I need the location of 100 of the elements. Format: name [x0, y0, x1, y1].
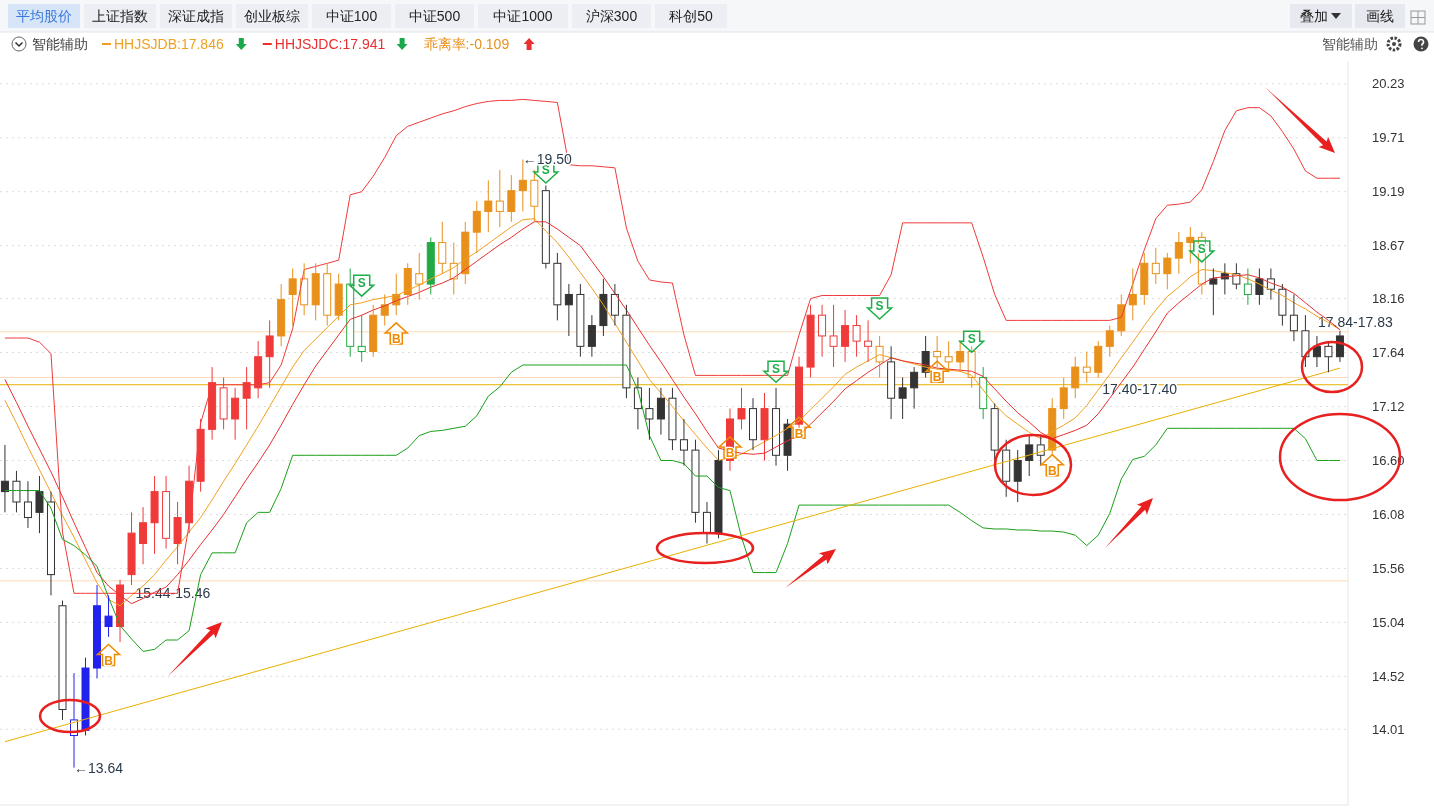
candlestick [311, 262, 320, 321]
candlestick [46, 491, 55, 596]
candlestick [979, 366, 988, 420]
text: 中证100 [325, 7, 378, 24]
text: 中证500 [408, 7, 461, 24]
text: B [1047, 463, 1057, 478]
ref-line-label: 17.40-17.40 [1102, 381, 1178, 398]
candlestick [795, 356, 804, 430]
y-tick-label: 20.23 [1372, 76, 1405, 92]
candlestick [1174, 231, 1183, 275]
text: S [357, 276, 366, 291]
candlestick [1209, 268, 1218, 316]
candlestick [415, 252, 424, 301]
y-tick-label: 15.04 [1372, 614, 1405, 630]
candlestick [541, 184, 550, 269]
candlestick [1255, 268, 1264, 306]
candlestick [403, 262, 412, 306]
candlestick [1082, 351, 1091, 384]
candlestick [1059, 376, 1068, 420]
candlestick [1128, 268, 1137, 321]
candlestick [104, 594, 113, 638]
candlestick [898, 376, 907, 420]
candlestick [1186, 226, 1195, 264]
candlestick [1094, 340, 1103, 378]
y-tick-label: 14.52 [1372, 668, 1405, 684]
candlestick [277, 283, 286, 347]
candlestick [910, 366, 919, 410]
candlestick [656, 387, 665, 436]
annotation: ←13.64 [74, 759, 124, 776]
candlestick [518, 159, 527, 212]
candlestick [219, 376, 228, 430]
candlestick [0, 444, 9, 513]
candlestick [691, 439, 700, 524]
candlestick [323, 262, 332, 327]
candlestick [334, 273, 343, 321]
y-tick-label: 19.19 [1372, 184, 1405, 200]
candlestick [93, 584, 102, 679]
candlestick [576, 283, 585, 358]
text: S [967, 332, 976, 347]
candlestick [357, 314, 366, 363]
y-tick-label: 14.01 [1372, 721, 1405, 737]
y-tick-label: 17.64 [1372, 345, 1405, 361]
candlestick [438, 221, 447, 275]
candlestick [380, 293, 389, 327]
y-tick-label: 18.16 [1372, 291, 1405, 307]
candlestick [944, 340, 953, 373]
series-label: B [391, 332, 401, 347]
text: B [932, 370, 942, 385]
candlestick [587, 314, 596, 358]
candlestick [749, 397, 758, 451]
candlestick [196, 418, 205, 493]
candlestick [231, 387, 240, 441]
legend-label: HHJSJDB:17.846 [114, 35, 224, 52]
candlestick [288, 268, 297, 327]
candlestick [1025, 434, 1034, 477]
text: 乖离率:-0.109 [423, 35, 510, 52]
candlestick [495, 169, 504, 228]
candlestick [23, 480, 32, 529]
candlestick [760, 392, 769, 461]
candlestick [772, 387, 781, 467]
candlestick [553, 252, 562, 321]
candlestick [162, 475, 171, 550]
candlestick [461, 221, 470, 285]
y-tick-label: 19.71 [1372, 130, 1405, 146]
candlestick [426, 236, 435, 295]
candlestick [702, 501, 711, 544]
text: 中证1000 [493, 7, 553, 24]
text: 创业板综 [244, 7, 300, 24]
candlestick [127, 511, 136, 586]
candlestick [599, 278, 608, 337]
candlestick [265, 319, 274, 389]
text: B [725, 446, 735, 461]
candlestick [242, 366, 251, 430]
candlestick [610, 283, 619, 327]
candlestick [12, 470, 21, 513]
y-tick-label: 16.08 [1372, 506, 1405, 522]
candlestick [887, 345, 896, 420]
candlestick [1105, 325, 1114, 358]
y-tick-label: 18.67 [1372, 238, 1405, 254]
text: 智能辅助 [32, 35, 88, 52]
candlestick [864, 319, 873, 363]
candlestick [829, 304, 838, 368]
text: S [875, 299, 884, 314]
candlestick [990, 402, 999, 461]
candlestick [58, 600, 67, 721]
candlestick [737, 387, 746, 430]
candlestick [1278, 283, 1287, 327]
candlestick [173, 501, 182, 565]
candlestick [668, 387, 677, 451]
text: 深证成指 [168, 7, 224, 24]
candlestick [1151, 247, 1160, 285]
text: 上证指数 [92, 7, 148, 24]
candlestick [1071, 356, 1080, 399]
candlestick [818, 304, 827, 358]
candlestick [852, 314, 861, 358]
text: 叠加 [1300, 7, 1328, 24]
text: 智能辅助 [1322, 35, 1378, 52]
candlestick [622, 304, 631, 399]
candlestick [841, 309, 850, 363]
text: 画线 [1366, 7, 1394, 24]
